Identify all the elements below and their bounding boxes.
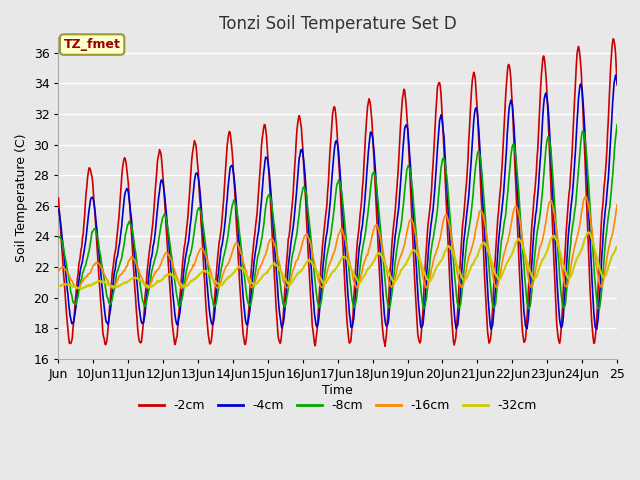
Title: Tonzi Soil Temperature Set D: Tonzi Soil Temperature Set D bbox=[219, 15, 456, 33]
Text: TZ_fmet: TZ_fmet bbox=[64, 38, 120, 51]
Y-axis label: Soil Temperature (C): Soil Temperature (C) bbox=[15, 134, 28, 263]
X-axis label: Time: Time bbox=[323, 384, 353, 397]
Legend: -2cm, -4cm, -8cm, -16cm, -32cm: -2cm, -4cm, -8cm, -16cm, -32cm bbox=[134, 394, 542, 417]
